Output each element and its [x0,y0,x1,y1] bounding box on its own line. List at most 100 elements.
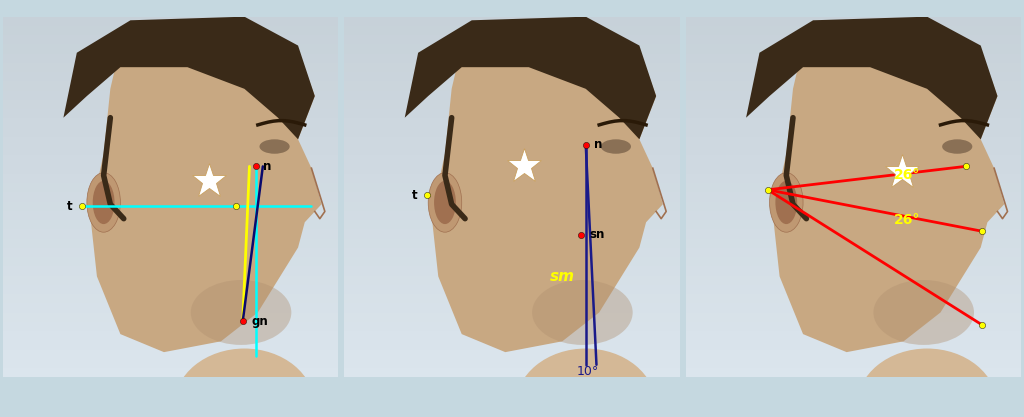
Bar [344,45,680,54]
Ellipse shape [428,173,462,232]
Bar [3,368,338,377]
Bar [3,118,338,128]
Bar [344,266,680,276]
Bar [686,165,1021,174]
Text: t: t [67,200,73,213]
Bar [686,285,1021,294]
Bar [3,285,338,294]
Bar [344,192,680,202]
Polygon shape [431,20,663,352]
Bar [344,183,680,193]
Bar [3,229,338,239]
Bar [344,257,680,266]
Bar [344,26,680,35]
Bar [3,45,338,54]
Bar [3,72,338,82]
Bar [686,266,1021,276]
Bar [686,17,1021,26]
Bar [686,63,1021,72]
Bar [686,239,1021,248]
Text: n: n [263,160,271,173]
Bar [344,17,680,26]
Bar [3,63,338,72]
Bar [344,220,680,229]
Bar [3,146,338,156]
Bar [344,202,680,211]
Ellipse shape [775,181,798,224]
Bar [686,90,1021,100]
Bar [686,202,1021,211]
Bar [344,174,680,183]
Bar [344,294,680,304]
Bar [344,35,680,45]
Bar [686,35,1021,45]
Bar [686,229,1021,239]
Ellipse shape [135,392,353,417]
Bar [344,285,680,294]
Bar [686,45,1021,54]
Bar [3,192,338,202]
Bar [3,156,338,165]
Bar [3,81,338,91]
Bar [686,313,1021,322]
Bar [3,349,338,359]
Bar [686,377,1021,387]
Bar [686,26,1021,35]
Bar [344,331,680,341]
Bar [344,340,680,350]
Text: n: n [594,138,602,151]
Text: 26°: 26° [894,214,921,228]
Bar [686,340,1021,350]
Bar [686,248,1021,257]
Bar [344,322,680,331]
Bar [344,368,680,377]
Bar [686,137,1021,146]
Bar [3,202,338,211]
Bar [344,304,680,313]
Bar [344,165,680,174]
Ellipse shape [601,139,631,154]
Bar [686,220,1021,229]
Bar [686,257,1021,266]
Ellipse shape [93,181,115,224]
Ellipse shape [857,349,997,417]
Bar [686,109,1021,118]
Text: a: a [165,0,176,2]
Text: sm: sm [550,269,574,284]
Bar [686,359,1021,368]
Bar [686,368,1021,377]
Bar [3,211,338,220]
Bar [344,229,680,239]
Bar [686,128,1021,137]
Bar [344,137,680,146]
Bar [344,118,680,128]
Bar [3,248,338,257]
Text: t: t [412,189,417,202]
Ellipse shape [515,349,656,417]
Bar [3,165,338,174]
Bar [3,128,338,137]
Bar [344,156,680,165]
Ellipse shape [532,280,633,345]
Bar [3,331,338,341]
Bar [3,174,338,183]
Bar [686,349,1021,359]
Bar [686,322,1021,331]
Bar [3,359,338,368]
Bar [344,146,680,156]
Text: 26°: 26° [894,168,921,182]
Polygon shape [404,17,656,139]
Bar [686,118,1021,128]
Bar [344,109,680,118]
Bar [686,294,1021,304]
Bar [3,304,338,313]
Bar [344,349,680,359]
Bar [344,377,680,387]
Bar [344,313,680,322]
Bar [3,377,338,387]
Bar [3,90,338,100]
Bar [344,90,680,100]
Bar [344,276,680,285]
Bar [344,81,680,91]
Bar [344,100,680,109]
